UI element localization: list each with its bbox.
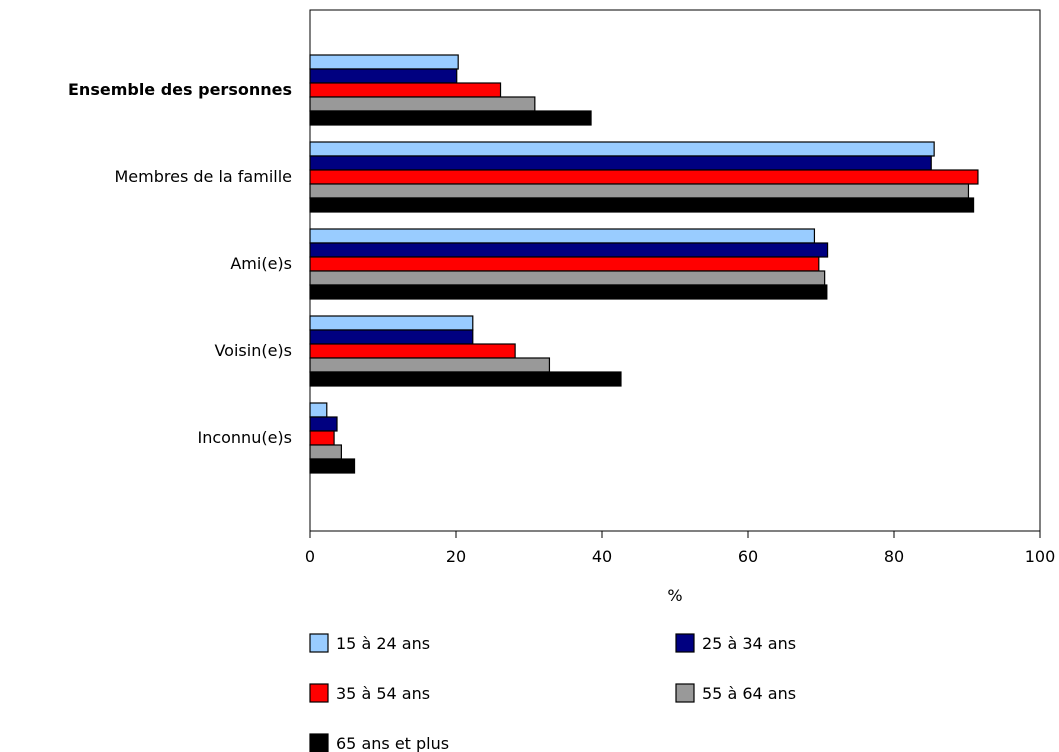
bar-25-34-ans-4 xyxy=(309,416,338,432)
category-label: Inconnu(e)s xyxy=(197,428,292,447)
x-tick-label: 60 xyxy=(738,547,758,566)
x-tick-label: 80 xyxy=(884,547,904,566)
legend-label: 35 à 54 ans xyxy=(336,684,430,703)
bar-35-54-ans-2 xyxy=(309,256,820,272)
bar-35-54-ans-1 xyxy=(309,169,979,185)
legend-swatch xyxy=(675,633,695,653)
bar-55-64-ans-4 xyxy=(309,444,342,460)
bar-15-24-ans-4 xyxy=(309,402,328,418)
bar-15-24-ans-1 xyxy=(309,141,935,157)
bar-65-ans-et-plus-0 xyxy=(309,110,592,126)
bar-25-34-ans-1 xyxy=(309,155,932,171)
legend-label: 25 à 34 ans xyxy=(702,634,796,653)
bars-group xyxy=(309,54,979,474)
legend-swatch xyxy=(309,633,329,653)
category-labels: Ensemble des personnes Membres de la fami… xyxy=(68,80,292,447)
legend-swatch xyxy=(675,683,695,703)
bar-35-54-ans-3 xyxy=(309,343,516,359)
category-label: Voisin(e)s xyxy=(214,341,292,360)
bar-55-64-ans-2 xyxy=(309,270,826,286)
bar-65-ans-et-plus-1 xyxy=(309,197,975,213)
x-tick-label: 100 xyxy=(1025,547,1056,566)
bar-35-54-ans-4 xyxy=(309,430,335,446)
bar-55-64-ans-1 xyxy=(309,183,970,199)
bar-25-34-ans-0 xyxy=(309,68,458,84)
bar-25-34-ans-2 xyxy=(309,242,829,258)
bar-55-64-ans-0 xyxy=(309,96,536,112)
x-tick-label: 40 xyxy=(592,547,612,566)
bar-65-ans-et-plus-4 xyxy=(309,458,356,474)
category-label: Ami(e)s xyxy=(230,254,292,273)
bar-15-24-ans-0 xyxy=(309,54,459,70)
category-label: Ensemble des personnes xyxy=(68,80,292,99)
legend: 15 à 24 ans 25 à 34 ans 35 à 54 ans 55 à 64… xyxy=(309,633,796,752)
x-tick-label: 0 xyxy=(305,547,315,566)
bar-65-ans-et-plus-3 xyxy=(309,371,622,387)
category-label: Membres de la famille xyxy=(114,167,292,186)
bar-35-54-ans-0 xyxy=(309,82,502,98)
legend-swatch xyxy=(309,683,329,703)
legend-label: 15 à 24 ans xyxy=(336,634,430,653)
bar-55-64-ans-3 xyxy=(309,357,551,373)
x-axis-ticks: 0 20 40 60 80 100 xyxy=(305,531,1055,566)
bar-15-24-ans-3 xyxy=(309,315,474,331)
bar-15-24-ans-2 xyxy=(309,228,816,244)
bar-65-ans-et-plus-2 xyxy=(309,284,828,300)
bar-25-34-ans-3 xyxy=(309,329,474,345)
x-axis-title: % xyxy=(667,586,682,605)
legend-label: 55 à 64 ans xyxy=(702,684,796,703)
x-tick-label: 20 xyxy=(446,547,466,566)
legend-label: 65 ans et plus xyxy=(336,734,449,752)
legend-swatch xyxy=(309,733,329,752)
